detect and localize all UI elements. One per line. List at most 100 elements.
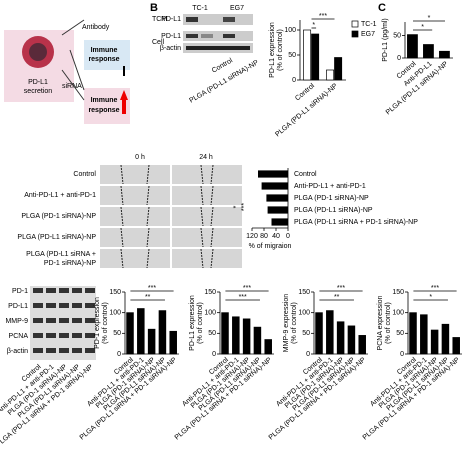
bar bbox=[158, 310, 167, 355]
row-label: PLGA (PD-L1 siRNA + bbox=[26, 251, 96, 258]
y-axis-label: (% of control) bbox=[102, 302, 109, 344]
row-label: PD-L1 bbox=[161, 16, 181, 23]
wound-edge bbox=[200, 164, 204, 185]
bar bbox=[169, 330, 177, 355]
label: Immune bbox=[91, 97, 118, 104]
bar bbox=[303, 29, 312, 81]
arrow bbox=[61, 19, 85, 36]
y-tick-label: 0 bbox=[306, 351, 310, 358]
wound-edge bbox=[146, 248, 150, 269]
x-tick-label: 80 bbox=[260, 233, 268, 240]
y-tick-label: 100 bbox=[392, 310, 404, 317]
migration-images: 0 h 24 h Control Anti-PD-L1 + anti-PD-1 … bbox=[17, 154, 212, 267]
legend-label: TC-1 bbox=[361, 21, 377, 28]
row-label: MMP-9 bbox=[5, 318, 28, 325]
micrograph bbox=[172, 186, 242, 205]
significance: *** bbox=[241, 203, 248, 211]
label: secretion bbox=[24, 88, 53, 95]
band bbox=[85, 318, 95, 323]
blot-strip bbox=[183, 14, 253, 25]
schematic: PD-L1 secretion Antibody siRNA Immune re… bbox=[4, 19, 130, 124]
label: response bbox=[88, 107, 119, 114]
band bbox=[59, 348, 69, 353]
band bbox=[46, 318, 56, 323]
x-tick-label: 120 bbox=[246, 233, 258, 240]
y-tick-label: 50 bbox=[208, 330, 216, 337]
bar bbox=[253, 326, 262, 355]
y-axis-label: (% of control) bbox=[385, 302, 392, 344]
wound-edge bbox=[210, 227, 214, 248]
bar bbox=[334, 57, 343, 81]
group-label: Cell bbox=[152, 39, 165, 46]
band bbox=[33, 318, 43, 323]
label: Antibody bbox=[82, 24, 110, 31]
significance: ** bbox=[145, 294, 151, 301]
significance: *** bbox=[148, 285, 156, 292]
band bbox=[46, 288, 56, 293]
y-axis-label: PD-1 expression bbox=[94, 297, 101, 349]
time-label: 24 h bbox=[199, 154, 213, 161]
band bbox=[85, 348, 95, 353]
micrograph bbox=[100, 228, 170, 247]
y-tick-label: 0 bbox=[400, 351, 404, 358]
y-axis-label: MMP-9 expression bbox=[283, 294, 290, 352]
arrow bbox=[69, 49, 85, 91]
row-label: PLGA (PD-1 siRNA)-NP bbox=[21, 213, 96, 220]
band bbox=[72, 333, 82, 338]
bar bbox=[232, 316, 240, 355]
y-tick-label: 50 bbox=[113, 330, 121, 337]
wound-edge bbox=[120, 248, 124, 269]
legend-swatch bbox=[351, 20, 359, 28]
bar bbox=[336, 321, 345, 355]
band bbox=[72, 303, 82, 308]
y-axis-label: (% of control) bbox=[197, 302, 204, 344]
significance: * bbox=[421, 24, 424, 31]
blot-strip bbox=[183, 31, 253, 41]
row-label: PCNA bbox=[9, 333, 29, 340]
category-label: PLGA (PD-L1 siRNA + PD-1 siRNA)-NP bbox=[294, 219, 418, 226]
band bbox=[59, 303, 69, 308]
row-label: β-actin bbox=[7, 348, 28, 355]
panel-label: B bbox=[150, 2, 158, 14]
bar bbox=[315, 312, 323, 355]
bar bbox=[358, 335, 366, 355]
bar bbox=[326, 310, 334, 355]
bar bbox=[326, 69, 335, 81]
band bbox=[33, 303, 43, 308]
x-tick-label: 40 bbox=[272, 233, 280, 240]
western-blot: PD-1 PD-L1 MMP-9 PCNA β-actin Control An… bbox=[0, 286, 96, 449]
y-tick-label: 50 bbox=[393, 32, 401, 39]
row-label: PD-L1 bbox=[8, 303, 28, 310]
wound-edge bbox=[146, 185, 150, 206]
label: Immune bbox=[91, 47, 118, 54]
micrograph bbox=[100, 186, 170, 205]
band bbox=[223, 17, 235, 22]
column-label: EG7 bbox=[230, 5, 244, 12]
bar bbox=[407, 34, 418, 59]
western-blot: TC-1 EG7 TCM Cell PD-L1 PD-L1 β-actin Co… bbox=[152, 5, 260, 105]
y-axis-label: PD-L1 (pg/ml) bbox=[382, 18, 389, 62]
band bbox=[46, 348, 56, 353]
y-axis-label: (% of control) bbox=[277, 29, 284, 71]
y-tick-label: 100 bbox=[109, 310, 121, 317]
y-tick-label: 50 bbox=[302, 330, 310, 337]
bar bbox=[266, 194, 288, 202]
bar bbox=[264, 339, 272, 355]
band bbox=[186, 17, 198, 22]
bar bbox=[452, 337, 460, 355]
significance: *** bbox=[337, 285, 345, 292]
wound-edge bbox=[200, 206, 204, 227]
bar bbox=[221, 312, 229, 355]
bar bbox=[430, 329, 439, 355]
column-label: TC-1 bbox=[192, 5, 208, 12]
lane-label: Control bbox=[211, 57, 234, 75]
y-tick-label: 150 bbox=[392, 289, 404, 296]
label: PD-L1 bbox=[28, 79, 48, 86]
band bbox=[59, 288, 69, 293]
wound-edge bbox=[120, 185, 124, 206]
band bbox=[33, 288, 43, 293]
band bbox=[72, 288, 82, 293]
category-label: Anti-PD-L1 + anti-PD-1 bbox=[294, 183, 366, 190]
up-arrow bbox=[120, 90, 128, 100]
time-label: 0 h bbox=[135, 154, 145, 161]
